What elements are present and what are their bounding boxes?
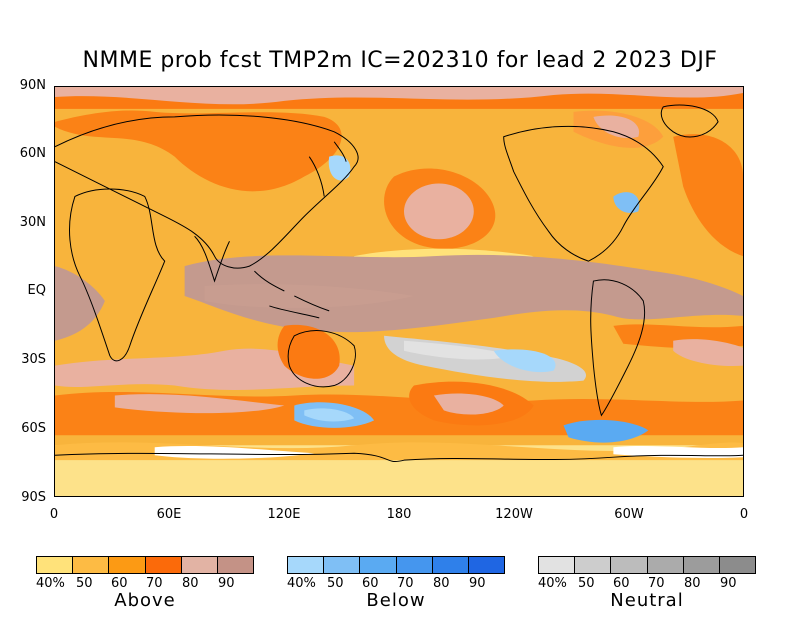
legend-neutral-tick: 90 — [720, 576, 737, 591]
map-title: NMME prob fcst TMP2m IC=202310 for lead … — [82, 48, 718, 73]
legend-neutral-tick: 70 — [648, 576, 665, 591]
legend-below: 40% 50 60 70 80 90 Below — [287, 556, 505, 611]
legend-neutral-swatch — [719, 557, 756, 573]
legend-above: 40% 50 60 70 80 90 Above — [36, 556, 254, 611]
legend-neutral-swatch — [647, 557, 684, 573]
legend-neutral-swatch — [683, 557, 720, 573]
lat-label-90s: 90S — [21, 490, 46, 505]
lon-label-180: 180 — [386, 507, 412, 522]
legend-neutral-colorbar — [538, 556, 756, 574]
lon-label-120e: 120E — [267, 507, 301, 522]
legend-above-swatch — [37, 557, 74, 573]
lat-label-30n: 30N — [19, 215, 46, 230]
legend-above-tick: 40% — [36, 576, 65, 591]
legend-above-swatch — [73, 557, 110, 573]
legend-neutral-swatch — [539, 557, 576, 573]
lon-label-60e: 60E — [156, 507, 182, 522]
lat-label-30s: 30S — [21, 352, 46, 367]
legend-neutral-tick: 80 — [684, 576, 701, 591]
legend-neutral-tick: 60 — [613, 576, 630, 591]
legend-neutral-tick: 40% — [538, 576, 567, 591]
legend-below-name: Below — [366, 590, 426, 611]
lon-label-0: 0 — [49, 507, 59, 522]
legend-neutral-swatch — [611, 557, 648, 573]
legend-below-colorbar — [287, 556, 505, 574]
legend-above-tick: 80 — [182, 576, 199, 591]
legend-above-swatch — [217, 557, 254, 573]
legend-below-swatch — [468, 557, 505, 573]
legend-above-tick: 50 — [76, 576, 93, 591]
legend-above-tick: 60 — [111, 576, 128, 591]
legend-above-name: Above — [114, 590, 176, 611]
legend-below-tick: 80 — [433, 576, 450, 591]
legend-neutral-tick: 50 — [578, 576, 595, 591]
legend-below-tick: 90 — [469, 576, 486, 591]
legend-below-tick: 70 — [397, 576, 414, 591]
lat-label-60s: 60S — [21, 421, 46, 436]
lon-label-120w: 120W — [495, 507, 533, 522]
probability-field — [55, 87, 743, 496]
legend-above-colorbar — [36, 556, 254, 574]
forecast-map — [54, 86, 744, 497]
legend-below-tick: 40% — [287, 576, 316, 591]
legend-neutral: 40% 50 60 70 80 90 Neutral — [538, 556, 756, 611]
legend-below-swatch — [396, 557, 433, 573]
lon-label-0-east: 0 — [739, 507, 749, 522]
legend-above-tick: 70 — [146, 576, 163, 591]
legend-neutral-name: Neutral — [610, 590, 684, 611]
legend-above-swatch — [181, 557, 218, 573]
legend-above-swatch — [145, 557, 182, 573]
legend-neutral-swatch — [575, 557, 612, 573]
legend-above-swatch — [109, 557, 146, 573]
legend-below-swatch — [288, 557, 325, 573]
lon-label-60w: 60W — [614, 507, 644, 522]
legend-below-tick: 50 — [327, 576, 344, 591]
legend-below-swatch — [432, 557, 469, 573]
legend-below-swatch — [324, 557, 361, 573]
legend-below-tick: 60 — [362, 576, 379, 591]
legend-above-tick: 90 — [218, 576, 235, 591]
legend-below-swatch — [360, 557, 397, 573]
lat-label-eq: EQ — [27, 283, 46, 298]
lat-label-90n: 90N — [19, 78, 46, 93]
lat-label-60n: 60N — [19, 146, 46, 161]
